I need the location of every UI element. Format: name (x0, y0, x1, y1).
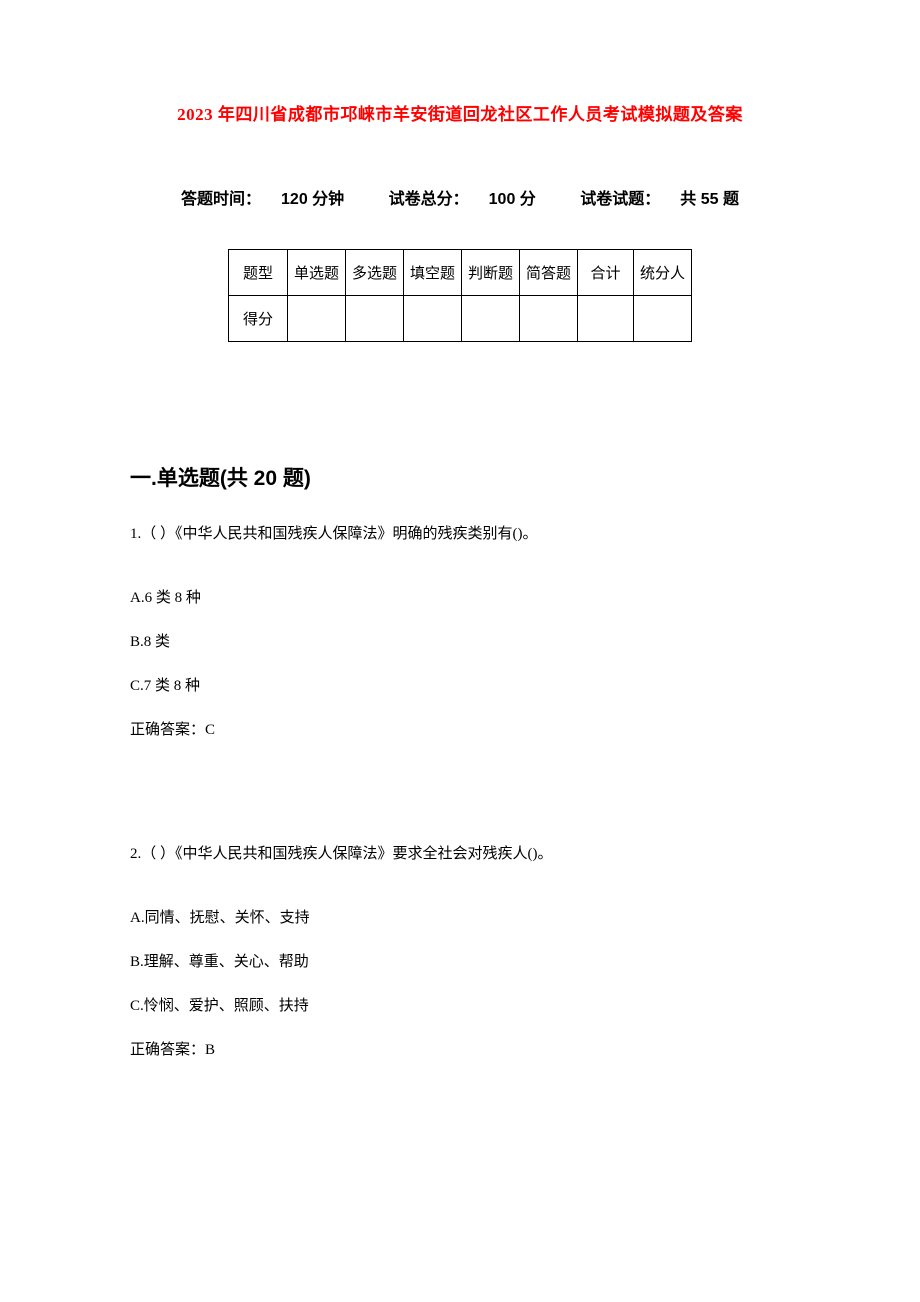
answer-label: 正确答案： (130, 1042, 205, 1058)
question-option: A.同情、抚慰、关怀、支持 (130, 906, 790, 930)
question-body: （ ）《中华人民共和国残疾人保障法》明确的残疾类别有()。 (141, 526, 537, 542)
question-option: C.7 类 8 种 (130, 674, 790, 698)
column-header: 合计 (578, 250, 634, 296)
score-cell (403, 296, 461, 342)
question-option: A.6 类 8 种 (130, 586, 790, 610)
exam-question-count-value: 共 55 题 (680, 191, 739, 208)
exam-total-score: 试卷总分： 100 分 (379, 191, 546, 208)
column-header: 简答题 (520, 250, 578, 296)
header-label-cell: 题型 (228, 250, 287, 296)
question-text: 2.（ ）《中华人民共和国残疾人保障法》要求全社会对残疾人()。 (130, 842, 790, 866)
score-cell (634, 296, 692, 342)
column-header: 判断题 (462, 250, 520, 296)
column-header: 统分人 (634, 250, 692, 296)
exam-question-count: 试卷试题： 共 55 题 (570, 191, 749, 208)
answer-value: B (205, 1042, 215, 1058)
column-header: 单选题 (287, 250, 345, 296)
exam-total-score-label: 试卷总分： (389, 191, 469, 208)
score-cell (578, 296, 634, 342)
exam-time-label: 答题时间： (181, 191, 261, 208)
document-title: 2023 年四川省成都市邛崃市羊安街道回龙社区工作人员考试模拟题及答案 (130, 100, 790, 125)
question-block: 1.（ ）《中华人民共和国残疾人保障法》明确的残疾类别有()。 A.6 类 8 … (130, 522, 790, 742)
question-option: B.8 类 (130, 630, 790, 654)
answer-value: C (205, 722, 215, 738)
table-score-row: 得分 (228, 296, 691, 342)
exam-total-score-value: 100 分 (489, 191, 536, 208)
question-option: C.怜悯、爱护、照顾、扶持 (130, 994, 790, 1018)
answer-label: 正确答案： (130, 722, 205, 738)
exam-time-value: 120 分钟 (281, 191, 344, 208)
score-label-cell: 得分 (228, 296, 287, 342)
question-number: 1. (130, 526, 141, 542)
exam-time: 答题时间： 120 分钟 (171, 191, 354, 208)
question-text: 1.（ ）《中华人民共和国残疾人保障法》明确的残疾类别有()。 (130, 522, 790, 546)
exam-question-count-label: 试卷试题： (580, 191, 660, 208)
table-header-row: 题型 单选题 多选题 填空题 判断题 简答题 合计 统分人 (228, 250, 691, 296)
column-header: 多选题 (345, 250, 403, 296)
score-cell (287, 296, 345, 342)
score-cell (345, 296, 403, 342)
question-body: （ ）《中华人民共和国残疾人保障法》要求全社会对残疾人()。 (141, 846, 552, 862)
section-heading: 一.单选题(共 20 题) (130, 462, 790, 492)
exam-info-bar: 答题时间： 120 分钟 试卷总分： 100 分 试卷试题： 共 55 题 (130, 185, 790, 209)
score-cell (520, 296, 578, 342)
question-number: 2. (130, 846, 141, 862)
column-header: 填空题 (403, 250, 461, 296)
question-block: 2.（ ）《中华人民共和国残疾人保障法》要求全社会对残疾人()。 A.同情、抚慰… (130, 842, 790, 1062)
score-table: 题型 单选题 多选题 填空题 判断题 简答题 合计 统分人 得分 (228, 249, 692, 342)
question-answer: 正确答案：C (130, 718, 790, 742)
question-option: B.理解、尊重、关心、帮助 (130, 950, 790, 974)
score-cell (462, 296, 520, 342)
question-answer: 正确答案：B (130, 1038, 790, 1062)
